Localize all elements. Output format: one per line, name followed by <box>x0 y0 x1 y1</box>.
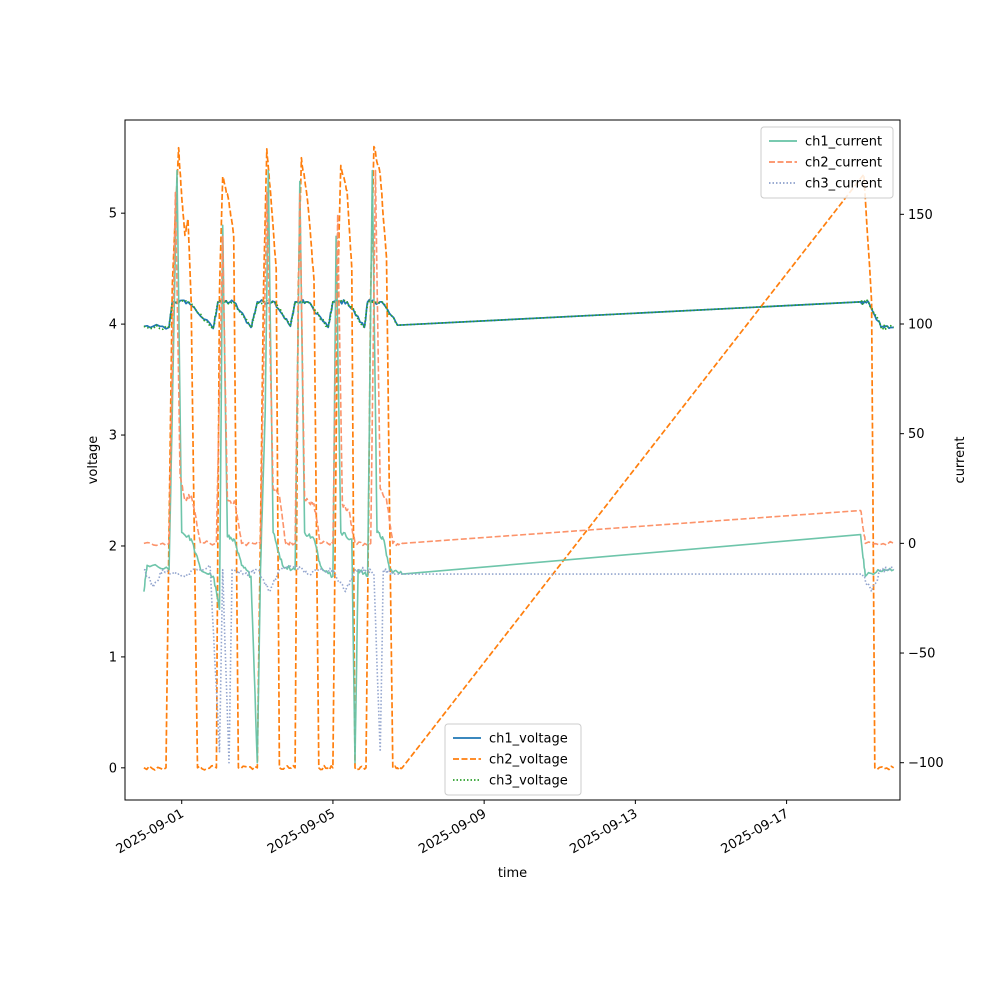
y-right-tick-label: −50 <box>908 647 935 662</box>
legend-layer: ch1_current ch2_current ch3_current ch1_vol… <box>444 126 894 796</box>
y-right-tick-label: 0 <box>908 537 916 552</box>
legend-label-ch2_current: ch2_current <box>805 156 882 171</box>
x-axis-label: time <box>498 866 527 881</box>
legend-label-ch1_current: ch1_current <box>805 135 882 150</box>
legend-label-ch3_current: ch3_current <box>805 177 882 192</box>
y-left-axis-label: voltage <box>86 436 101 485</box>
legend-left-box <box>444 723 582 796</box>
y-right-tick-label: 50 <box>908 427 925 442</box>
y-right-tick-label: 150 <box>908 208 933 223</box>
legend-label-ch1_voltage: ch1_voltage <box>489 732 568 747</box>
legend-right-box <box>760 126 894 199</box>
y-left-tick-label: 3 <box>109 429 117 444</box>
y-right-axis-label: current <box>953 437 968 484</box>
series-line-ch2_voltage <box>143 145 895 771</box>
y-right-tick-label: 100 <box>908 318 933 333</box>
y-left-tick-label: 5 <box>109 207 117 222</box>
series-line-ch1_current <box>143 169 895 764</box>
legend-label-ch2_voltage: ch2_voltage <box>489 753 568 768</box>
y-left-tick-label: 1 <box>109 650 117 665</box>
plot-frame <box>124 119 901 801</box>
y-right-tick-label: −100 <box>908 756 944 771</box>
series-line-ch2_current <box>143 169 895 547</box>
y-left-tick-label: 2 <box>109 539 117 554</box>
legend-label-ch3_voltage: ch3_voltage <box>489 774 568 789</box>
series-line-ch3_voltage <box>143 298 894 331</box>
y-left-tick-label: 0 <box>109 761 117 776</box>
series-layer <box>143 145 895 771</box>
y-left-tick-label: 4 <box>109 318 117 333</box>
